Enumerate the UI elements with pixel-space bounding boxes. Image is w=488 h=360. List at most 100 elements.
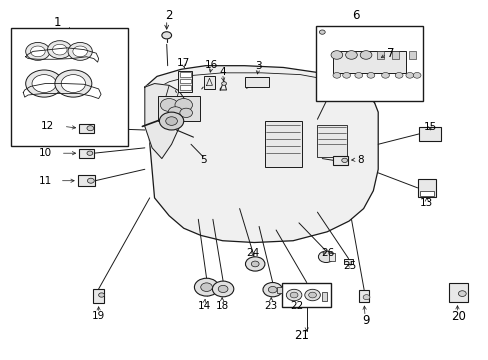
Circle shape xyxy=(251,261,259,267)
Text: 24: 24 xyxy=(246,248,259,258)
Bar xyxy=(178,71,192,93)
Bar xyxy=(328,252,334,261)
Polygon shape xyxy=(144,66,377,243)
Bar xyxy=(93,289,104,303)
Bar xyxy=(317,125,346,157)
Circle shape xyxy=(341,158,347,162)
Circle shape xyxy=(168,107,183,117)
Bar xyxy=(180,72,190,77)
Text: 16: 16 xyxy=(204,60,218,69)
Circle shape xyxy=(318,251,333,262)
Circle shape xyxy=(47,41,72,59)
Circle shape xyxy=(304,289,320,301)
Circle shape xyxy=(194,278,218,296)
Circle shape xyxy=(381,72,388,78)
Bar xyxy=(359,290,368,302)
Text: 5: 5 xyxy=(200,156,206,165)
Circle shape xyxy=(87,178,94,183)
Polygon shape xyxy=(144,84,186,158)
Circle shape xyxy=(52,44,67,55)
Bar xyxy=(408,50,415,59)
Bar xyxy=(264,121,301,167)
Bar xyxy=(79,124,94,133)
Text: 9: 9 xyxy=(362,314,369,327)
Bar xyxy=(282,283,330,307)
Circle shape xyxy=(394,72,402,78)
Circle shape xyxy=(26,42,50,60)
Circle shape xyxy=(363,295,369,300)
Bar xyxy=(245,77,268,87)
Bar xyxy=(322,292,326,301)
Circle shape xyxy=(221,82,226,85)
Text: 11: 11 xyxy=(39,176,52,186)
Circle shape xyxy=(160,99,178,111)
Bar xyxy=(11,28,127,146)
Text: 4: 4 xyxy=(219,67,225,77)
Text: 17: 17 xyxy=(177,58,190,68)
Bar xyxy=(180,79,190,83)
Circle shape xyxy=(332,72,340,78)
Circle shape xyxy=(308,292,316,298)
Text: 6: 6 xyxy=(352,9,359,22)
Bar xyxy=(344,258,352,264)
Bar xyxy=(333,156,347,165)
Bar xyxy=(78,175,95,186)
Bar xyxy=(203,76,214,89)
Text: 18: 18 xyxy=(216,301,229,311)
Circle shape xyxy=(99,293,104,297)
Circle shape xyxy=(245,257,264,271)
Circle shape xyxy=(55,70,92,97)
Text: 21: 21 xyxy=(294,329,309,342)
Circle shape xyxy=(73,46,87,57)
Circle shape xyxy=(87,126,94,131)
Text: 15: 15 xyxy=(423,122,436,132)
Text: 23: 23 xyxy=(264,301,277,311)
Text: 10: 10 xyxy=(39,148,52,158)
Bar xyxy=(180,85,190,90)
Text: 20: 20 xyxy=(450,310,465,323)
Circle shape xyxy=(165,117,177,125)
Circle shape xyxy=(345,51,357,59)
Text: 8: 8 xyxy=(356,155,363,165)
Circle shape xyxy=(212,281,233,297)
Circle shape xyxy=(458,291,465,296)
Circle shape xyxy=(30,46,45,57)
Circle shape xyxy=(218,285,227,293)
Bar xyxy=(419,192,433,196)
Circle shape xyxy=(159,112,183,130)
Bar xyxy=(158,96,199,121)
Bar xyxy=(79,149,94,158)
Bar xyxy=(333,51,406,73)
Bar xyxy=(418,127,440,141)
Circle shape xyxy=(180,108,192,117)
Circle shape xyxy=(68,42,92,60)
Circle shape xyxy=(412,72,420,78)
Text: 19: 19 xyxy=(92,311,105,321)
Circle shape xyxy=(263,283,282,297)
Bar xyxy=(376,50,384,59)
Circle shape xyxy=(162,32,171,39)
Circle shape xyxy=(366,72,374,78)
Bar xyxy=(391,50,398,59)
Circle shape xyxy=(319,30,325,34)
Circle shape xyxy=(405,72,413,78)
Circle shape xyxy=(330,51,342,59)
Circle shape xyxy=(201,283,212,292)
Text: 12: 12 xyxy=(41,121,54,131)
Circle shape xyxy=(61,75,85,93)
Circle shape xyxy=(87,151,93,156)
Circle shape xyxy=(360,51,371,59)
Text: 22: 22 xyxy=(290,301,303,311)
Circle shape xyxy=(175,99,192,111)
Circle shape xyxy=(268,287,277,293)
Text: 2: 2 xyxy=(165,9,173,22)
Text: 3: 3 xyxy=(254,62,261,71)
Circle shape xyxy=(286,289,301,301)
Text: 25: 25 xyxy=(342,261,355,271)
Bar xyxy=(316,26,423,102)
Bar xyxy=(276,287,282,293)
Text: 14: 14 xyxy=(198,301,211,311)
Text: 13: 13 xyxy=(419,198,432,208)
Text: 7: 7 xyxy=(386,47,393,60)
Circle shape xyxy=(342,72,350,78)
